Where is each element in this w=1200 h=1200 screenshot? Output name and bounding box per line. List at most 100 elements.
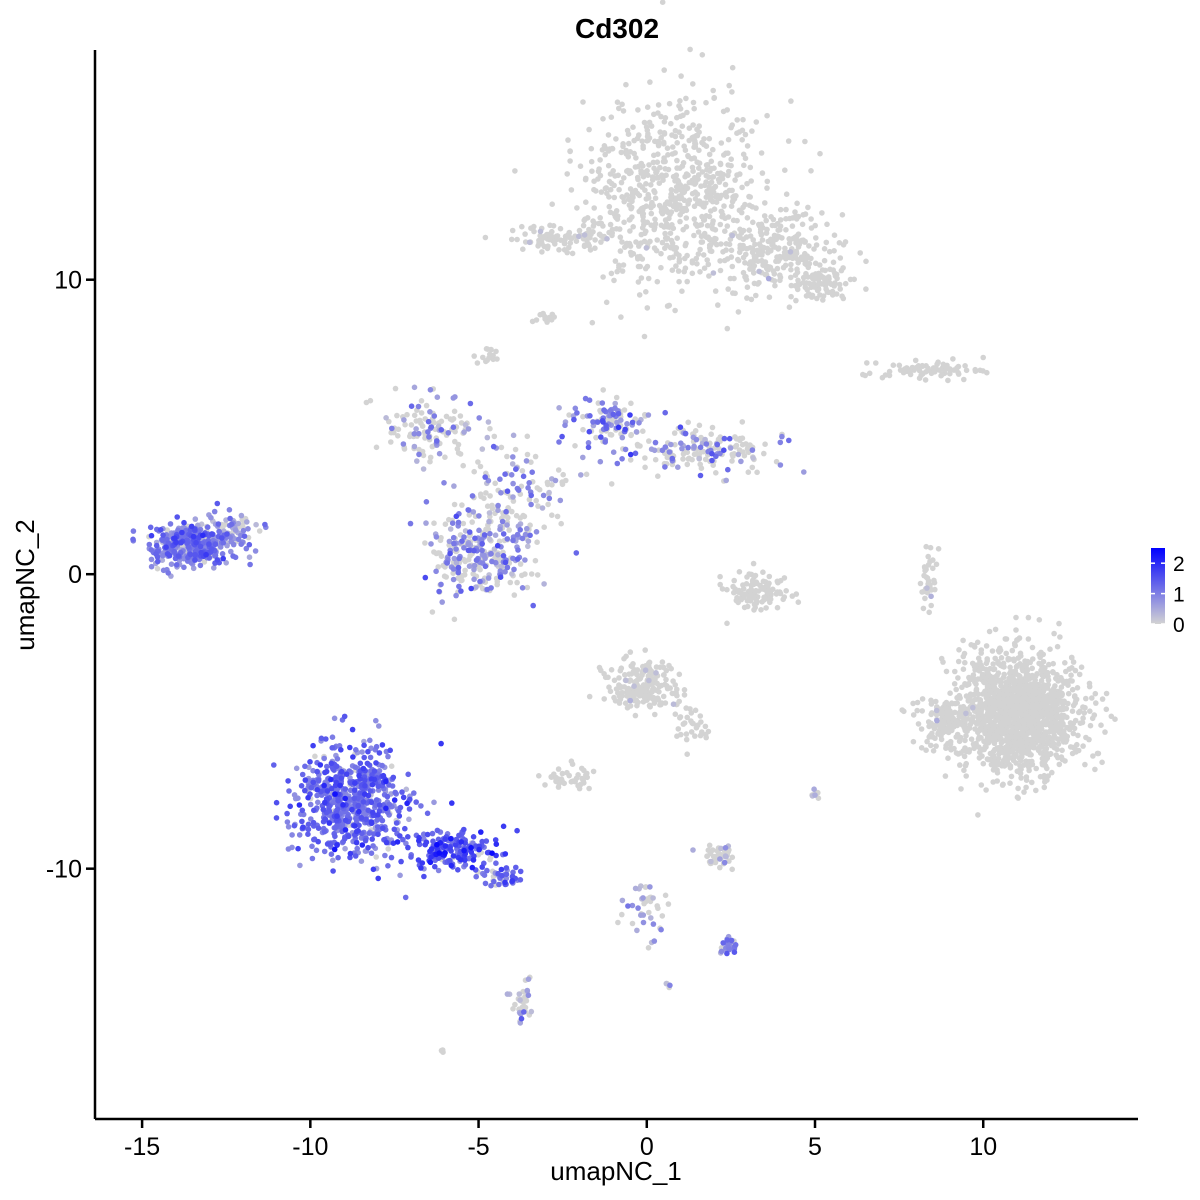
cell-point [522,571,528,577]
cell-point [992,655,998,662]
cell-point [706,135,713,142]
cell-point [691,134,697,140]
cell-point [504,453,510,460]
cell-point [985,756,992,763]
cell-point [839,293,845,300]
cell-point [528,571,535,577]
cell-point [980,760,987,767]
cell-point [373,854,380,860]
cell-point [718,140,725,146]
cell-point [522,231,528,237]
cell-point [932,586,938,593]
cell-point [764,185,770,191]
cell-point [574,410,580,416]
cell-point [379,817,386,824]
cell-point [666,100,673,107]
cell-point [962,659,968,666]
cell-point [653,687,660,694]
cell-point [450,576,457,583]
cell-point [608,270,615,277]
cell-point [717,864,723,871]
cell-point [794,200,800,207]
cell-point [394,412,400,419]
chart-title: Cd302 [575,13,659,44]
cell-point [696,165,702,171]
cell-point [541,524,547,530]
cell-point [633,155,639,161]
cell-point [600,223,606,229]
cell-point [647,884,653,890]
cell-point [673,188,679,194]
cell-point [586,785,592,792]
cell-point [746,193,752,200]
cell-point [146,541,153,548]
cell-point [728,156,734,162]
cell-point [567,158,573,164]
cell-point [757,248,763,255]
cell-point [759,586,765,592]
cell-point [793,591,800,597]
cell-point [1020,663,1026,669]
cell-point [749,464,756,471]
cell-point [458,577,464,584]
cell-point [643,245,650,251]
cell-point [302,763,308,770]
cell-point [508,236,515,243]
cell-point [521,513,528,520]
cell-point [580,413,586,420]
cell-point [1043,751,1049,757]
cell-point [724,325,731,332]
cell-point [712,288,719,294]
cell-point [770,268,777,274]
cell-point [990,779,996,785]
cell-point [580,454,586,461]
cell-point [659,659,666,665]
cell-point [694,223,700,229]
cell-point [433,534,440,540]
cell-point [441,480,447,486]
cell-point [607,431,614,438]
cell-point [963,693,970,699]
cell-point [1021,748,1028,754]
cell-point [1014,698,1020,705]
cell-point [768,236,774,243]
cell-point [613,208,620,214]
cell-point [395,426,402,433]
cell-point [690,81,696,87]
cell-point [684,252,690,259]
cell-point [680,451,687,457]
cell-point [368,850,375,856]
cell-point [980,354,986,361]
cell-point [374,817,381,823]
cell-point [731,577,737,584]
cell-point [223,560,229,566]
cell-point [1056,736,1062,743]
cell-point [652,456,659,463]
cell-point [808,255,814,262]
cell-point [677,113,684,120]
cell-point [528,501,534,508]
cell-point [402,894,409,901]
cell-point [793,297,799,304]
cell-point [211,565,217,571]
cell-point [729,854,736,861]
cell-point [616,675,622,681]
cell-point [668,120,674,127]
cell-point [995,677,1002,684]
cell-point [667,201,673,207]
cell-point [619,897,626,904]
cell-point [687,46,693,53]
cell-point [751,280,758,287]
cell-point [640,895,646,901]
cell-point [584,770,590,777]
cell-point [1017,770,1024,777]
cell-point [1008,677,1014,684]
cell-point [370,843,376,849]
cell-point [285,846,292,852]
cell-point [960,637,966,644]
cell-point [730,583,736,590]
cell-point [1051,732,1057,739]
cell-point [445,430,452,436]
cell-point [562,422,568,429]
cell-point [996,700,1003,706]
